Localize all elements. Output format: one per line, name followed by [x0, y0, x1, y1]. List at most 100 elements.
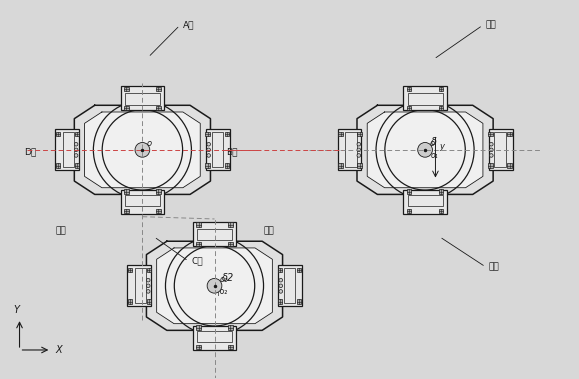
Circle shape — [74, 143, 78, 146]
Bar — [439, 106, 444, 110]
Bar — [277, 299, 282, 304]
Circle shape — [489, 153, 493, 157]
Bar — [56, 132, 60, 136]
Text: D组: D组 — [24, 147, 36, 156]
Bar — [147, 299, 152, 304]
Bar — [439, 208, 444, 213]
Text: |o₂: |o₂ — [217, 287, 228, 296]
Text: 伸长: 伸长 — [486, 21, 496, 30]
Bar — [407, 106, 412, 110]
Bar — [135, 268, 146, 303]
Polygon shape — [357, 105, 493, 194]
Bar — [346, 132, 357, 168]
Circle shape — [279, 279, 283, 282]
Bar — [488, 132, 493, 136]
Bar — [404, 190, 446, 214]
Circle shape — [207, 153, 211, 157]
Bar — [196, 325, 201, 330]
Polygon shape — [146, 241, 283, 330]
Circle shape — [74, 153, 78, 157]
Circle shape — [279, 290, 283, 293]
Bar — [156, 106, 160, 110]
Bar — [125, 93, 160, 105]
Bar — [125, 195, 160, 206]
Bar — [206, 129, 230, 171]
Text: o₁: o₁ — [431, 151, 438, 160]
Circle shape — [207, 279, 222, 293]
Bar — [228, 325, 233, 330]
Text: X: X — [56, 345, 63, 355]
Bar — [197, 330, 232, 342]
Text: y: y — [439, 142, 445, 151]
Bar — [124, 86, 129, 91]
Bar — [193, 326, 236, 350]
Bar — [156, 208, 160, 213]
Text: δ: δ — [431, 137, 437, 147]
Bar — [297, 268, 301, 272]
Bar — [121, 86, 164, 110]
Bar — [196, 242, 201, 246]
Circle shape — [146, 290, 150, 293]
Text: o: o — [430, 139, 435, 148]
Bar — [127, 268, 132, 272]
Bar — [147, 268, 152, 272]
Circle shape — [146, 284, 150, 288]
Bar — [297, 299, 301, 304]
Polygon shape — [157, 248, 272, 324]
Bar — [407, 86, 412, 91]
Bar — [284, 268, 295, 303]
Bar — [55, 129, 79, 171]
Bar — [408, 195, 442, 206]
Bar — [63, 132, 74, 168]
Bar — [338, 163, 343, 168]
Bar — [439, 190, 444, 194]
Circle shape — [207, 143, 211, 146]
Polygon shape — [85, 112, 200, 188]
Bar — [494, 132, 505, 168]
Bar — [193, 222, 236, 246]
Bar — [278, 265, 302, 306]
Circle shape — [489, 143, 493, 146]
Text: C组: C组 — [192, 257, 203, 266]
Bar — [507, 132, 512, 136]
Bar — [196, 345, 201, 349]
Bar — [439, 86, 444, 91]
Bar — [228, 345, 233, 349]
Text: 缩短: 缩短 — [489, 262, 499, 271]
Bar — [228, 222, 233, 227]
Text: Y: Y — [14, 305, 20, 315]
Bar — [489, 129, 512, 171]
Bar — [225, 132, 229, 136]
Bar — [156, 190, 160, 194]
Bar — [56, 163, 60, 168]
Bar — [206, 163, 210, 168]
Bar — [124, 106, 129, 110]
Bar — [124, 208, 129, 213]
Bar — [488, 163, 493, 168]
Circle shape — [357, 143, 361, 146]
Bar — [124, 190, 129, 194]
Bar — [407, 208, 412, 213]
Bar — [507, 163, 512, 168]
Bar — [211, 132, 223, 168]
Bar — [408, 93, 442, 105]
Text: 伸长: 伸长 — [56, 227, 67, 235]
Bar — [197, 229, 232, 241]
Bar — [407, 190, 412, 194]
Circle shape — [357, 148, 361, 152]
Text: o₂: o₂ — [219, 275, 228, 284]
Polygon shape — [74, 105, 211, 194]
Text: o: o — [147, 139, 152, 148]
Bar — [156, 86, 160, 91]
Bar — [225, 163, 229, 168]
Bar — [357, 163, 362, 168]
Bar — [404, 86, 446, 110]
Circle shape — [146, 279, 150, 282]
Bar — [338, 129, 361, 171]
Bar — [338, 132, 343, 136]
Circle shape — [357, 153, 361, 157]
Circle shape — [207, 148, 211, 152]
Polygon shape — [367, 112, 483, 188]
Bar — [277, 268, 282, 272]
Text: A组: A组 — [183, 21, 195, 30]
